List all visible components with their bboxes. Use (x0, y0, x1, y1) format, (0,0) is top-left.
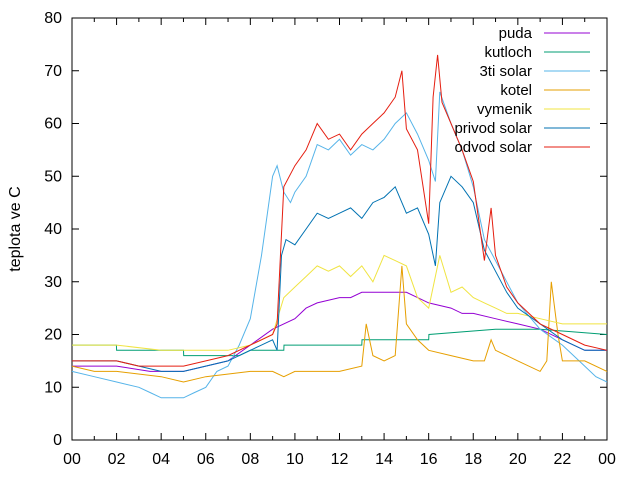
x-tick-label: 08 (241, 451, 259, 468)
x-tick-label: 00 (598, 451, 616, 468)
x-tick-label: 12 (331, 451, 349, 468)
series-line-odvod-solar (72, 54, 608, 367)
x-tick-label: 22 (554, 451, 572, 468)
legend-label: vymenik (477, 101, 533, 118)
legend-label: kutloch (484, 44, 532, 61)
y-axis-title: teplota ve C (7, 186, 24, 271)
x-tick-label: 02 (108, 451, 126, 468)
y-tick-label: 80 (44, 10, 62, 27)
x-tick-label: 14 (375, 451, 393, 468)
legend: puda kutloch 3ti solar kotel vymenik privod s… (454, 25, 590, 156)
y-tick-label: 20 (44, 327, 62, 344)
series-lines (71, 54, 608, 399)
y-tick-label: 10 (44, 379, 62, 396)
legend-label: 3ti solar (479, 63, 532, 80)
series-line-kutloch (72, 328, 608, 357)
x-tick-label: 10 (286, 451, 304, 468)
axis-ticks: 0 10 20 30 40 50 60 70 80 00 02 04 06 08 10 12 14 16 18 20 2… (44, 10, 616, 468)
y-tick-label: 30 (44, 274, 62, 291)
x-tick-label: 20 (509, 451, 527, 468)
y-tick-label: 0 (53, 432, 62, 449)
legend-label: odvod solar (454, 139, 532, 156)
x-tick-label: 06 (197, 451, 215, 468)
x-tick-label: 18 (464, 451, 482, 468)
x-tick-label: 00 (63, 451, 81, 468)
y-tick-label: 70 (44, 63, 62, 80)
y-tick-label: 50 (44, 168, 62, 185)
series-line-vymenik (72, 254, 607, 351)
legend-label: puda (499, 25, 533, 42)
series-line-kotel (71, 265, 608, 383)
series-line-privod-solar (72, 175, 607, 372)
series-line-puda (72, 291, 607, 372)
legend-label: privod solar (454, 120, 532, 137)
y-tick-label: 60 (44, 116, 62, 133)
x-tick-label: 16 (420, 451, 438, 468)
series-line-3ti-solar (71, 91, 608, 399)
y-tick-label: 40 (44, 221, 62, 238)
x-tick-label: 04 (152, 451, 170, 468)
legend-label: kotel (500, 82, 532, 99)
